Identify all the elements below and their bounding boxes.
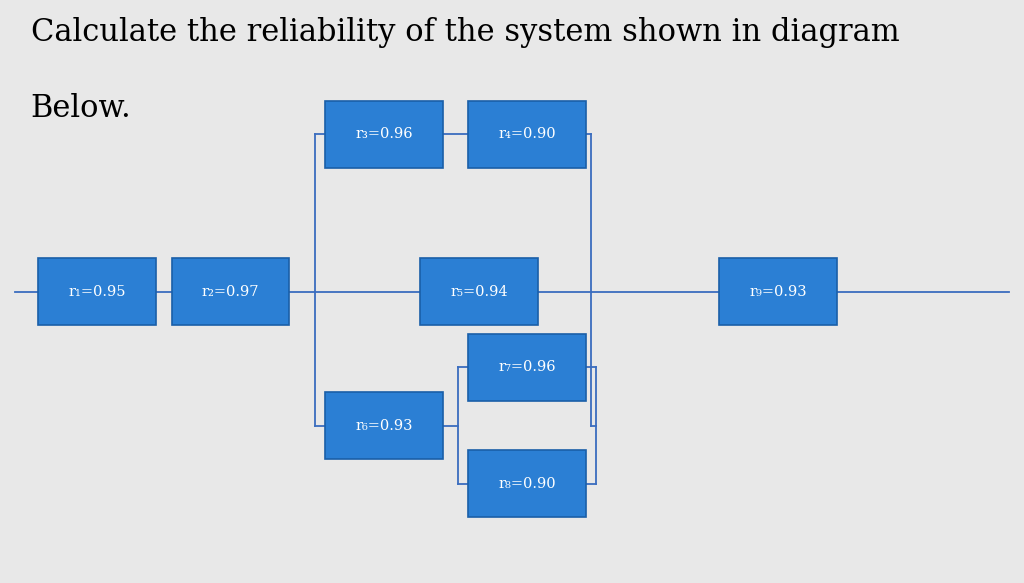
Text: r₅=0.94: r₅=0.94 xyxy=(451,285,508,298)
FancyBboxPatch shape xyxy=(469,100,586,168)
FancyBboxPatch shape xyxy=(326,392,442,459)
FancyBboxPatch shape xyxy=(326,100,442,168)
Text: r₁=0.95: r₁=0.95 xyxy=(69,285,126,298)
FancyBboxPatch shape xyxy=(172,258,290,325)
Text: r₆=0.93: r₆=0.93 xyxy=(355,419,413,433)
Text: r₇=0.96: r₇=0.96 xyxy=(499,360,556,374)
Text: r₃=0.96: r₃=0.96 xyxy=(355,127,413,141)
Text: Calculate the reliability of the system shown in diagram: Calculate the reliability of the system … xyxy=(31,17,899,48)
FancyBboxPatch shape xyxy=(469,450,586,518)
Text: r₈=0.90: r₈=0.90 xyxy=(499,477,556,491)
Text: Below.: Below. xyxy=(31,93,131,124)
FancyBboxPatch shape xyxy=(719,258,838,325)
Text: r₉=0.93: r₉=0.93 xyxy=(750,285,807,298)
Text: r₄=0.90: r₄=0.90 xyxy=(499,127,556,141)
FancyBboxPatch shape xyxy=(39,258,156,325)
FancyBboxPatch shape xyxy=(421,258,539,325)
FancyBboxPatch shape xyxy=(469,333,586,401)
Text: r₂=0.97: r₂=0.97 xyxy=(202,285,259,298)
